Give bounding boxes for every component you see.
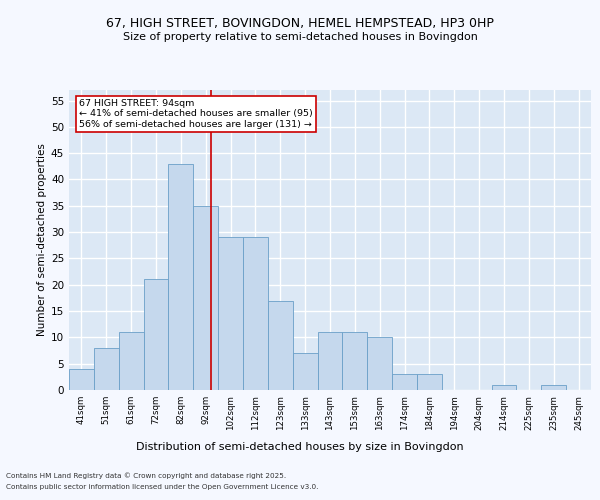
Y-axis label: Number of semi-detached properties: Number of semi-detached properties xyxy=(37,144,47,336)
Bar xyxy=(119,332,143,390)
Text: 67 HIGH STREET: 94sqm
← 41% of semi-detached houses are smaller (95)
56% of semi: 67 HIGH STREET: 94sqm ← 41% of semi-deta… xyxy=(79,99,313,129)
Bar xyxy=(243,238,268,390)
Bar xyxy=(69,369,94,390)
Bar xyxy=(293,353,317,390)
Bar xyxy=(94,348,119,390)
Bar xyxy=(392,374,417,390)
Bar xyxy=(417,374,442,390)
Bar xyxy=(218,238,243,390)
Bar xyxy=(143,280,169,390)
Bar xyxy=(268,300,293,390)
Bar xyxy=(343,332,367,390)
Bar xyxy=(541,384,566,390)
Bar xyxy=(491,384,517,390)
Text: Contains HM Land Registry data © Crown copyright and database right 2025.: Contains HM Land Registry data © Crown c… xyxy=(6,472,286,479)
Text: Distribution of semi-detached houses by size in Bovingdon: Distribution of semi-detached houses by … xyxy=(136,442,464,452)
Bar xyxy=(169,164,193,390)
Text: Contains public sector information licensed under the Open Government Licence v3: Contains public sector information licen… xyxy=(6,484,319,490)
Bar xyxy=(193,206,218,390)
Text: Size of property relative to semi-detached houses in Bovingdon: Size of property relative to semi-detach… xyxy=(122,32,478,42)
Bar xyxy=(317,332,343,390)
Bar xyxy=(367,338,392,390)
Text: 67, HIGH STREET, BOVINGDON, HEMEL HEMPSTEAD, HP3 0HP: 67, HIGH STREET, BOVINGDON, HEMEL HEMPST… xyxy=(106,18,494,30)
